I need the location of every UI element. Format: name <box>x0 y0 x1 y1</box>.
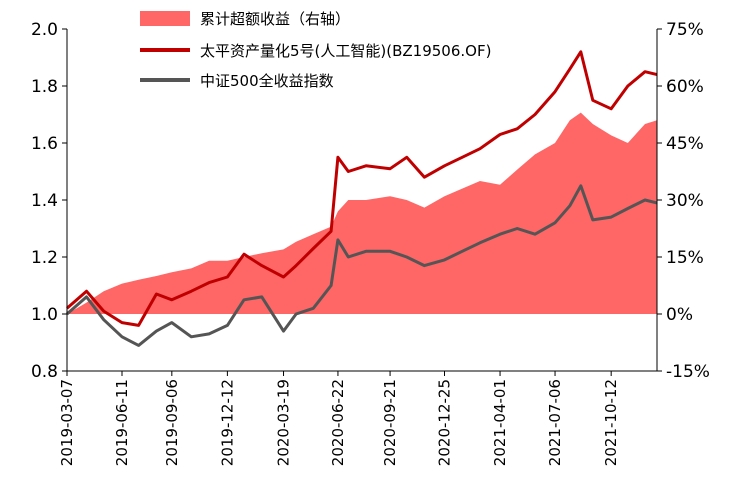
fund-line <box>66 50 658 327</box>
right-tick-label: 75% <box>666 20 704 40</box>
legend: 累计超额收益（右轴） 太平资产量化5号(人工智能)(BZ19506.OF) 中证… <box>140 10 491 90</box>
left-tick-label: 1.2 <box>31 248 58 268</box>
right-tick-label: -15% <box>666 362 710 382</box>
left-tick-label: 2.0 <box>31 20 58 40</box>
left-tick-label: 1.8 <box>31 77 58 97</box>
legend-swatch-fund <box>140 48 190 52</box>
x-tick-label: 2019-12-12 <box>218 379 236 466</box>
x-tick-label: 2020-09-21 <box>381 379 399 466</box>
left-tick-label: 1.0 <box>31 305 58 325</box>
legend-label-excess: 累计超额收益（右轴） <box>200 10 350 28</box>
right-tick-label: 15% <box>666 248 704 268</box>
right-tick-label: 0% <box>666 305 693 325</box>
left-tick-label: 1.6 <box>31 134 58 154</box>
x-tick-label: 2021-07-06 <box>546 379 564 466</box>
right-tick-label: 30% <box>666 191 704 211</box>
legend-label-index: 中证500全收益指数 <box>200 72 334 90</box>
legend-swatch-excess <box>140 11 190 26</box>
x-tick-label: 2021-10-12 <box>602 379 620 466</box>
excess-return-area <box>67 112 657 314</box>
plot-area <box>66 50 658 347</box>
x-tick-label: 2019-09-06 <box>163 379 181 466</box>
x-tick-label: 2020-06-22 <box>329 379 347 466</box>
index-line <box>66 184 658 347</box>
left-tick-label: 1.4 <box>31 191 58 211</box>
right-tick-label: 60% <box>666 77 704 97</box>
x-tick-label: 2019-06-11 <box>113 379 131 466</box>
left-tick-label: 0.8 <box>31 362 58 382</box>
legend-swatch-index <box>140 78 190 82</box>
right-tick-label: 45% <box>666 134 704 154</box>
x-tick-label: 2021-04-01 <box>491 379 509 466</box>
axes: 0.8 1.0 1.2 1.4 1.6 1.8 2.0 -15% 0% 15% 30% 45% 60% 7… <box>31 20 710 466</box>
legend-label-fund: 太平资产量化5号(人工智能)(BZ19506.OF) <box>200 42 491 60</box>
x-tick-label: 2020-12-25 <box>435 379 453 466</box>
x-tick-label: 2020-03-19 <box>275 379 293 466</box>
x-tick-label: 2019-03-07 <box>58 379 76 466</box>
